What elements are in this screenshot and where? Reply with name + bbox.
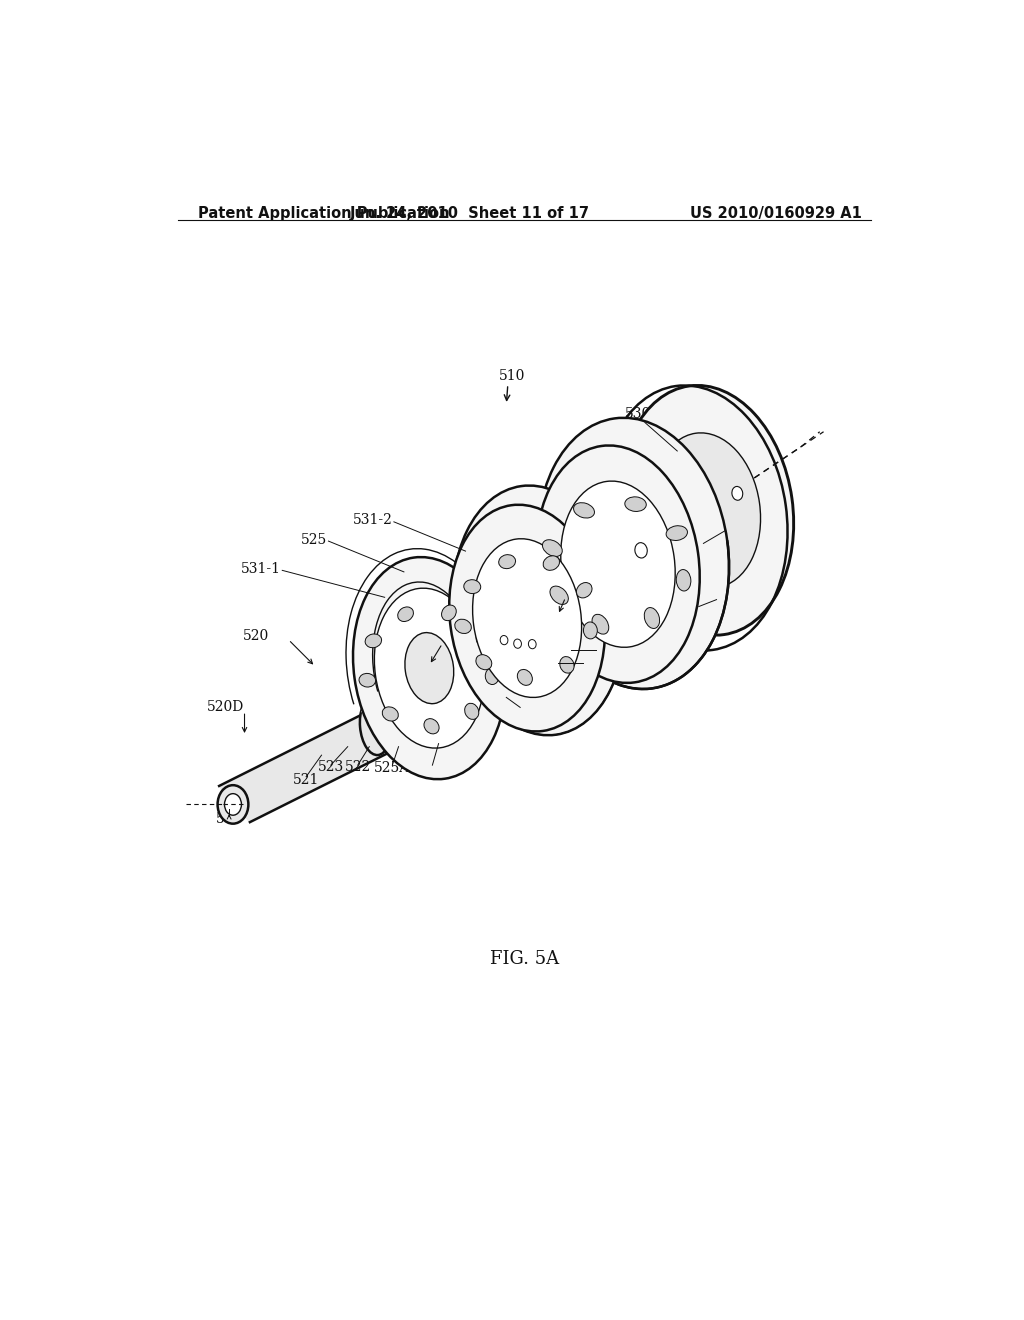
Ellipse shape [476, 630, 490, 645]
Ellipse shape [517, 669, 532, 685]
Ellipse shape [465, 704, 479, 719]
Text: 541: 541 [521, 702, 548, 715]
Ellipse shape [573, 503, 595, 517]
Text: 521: 521 [293, 772, 319, 787]
Ellipse shape [429, 709, 435, 717]
Ellipse shape [424, 718, 439, 734]
Ellipse shape [485, 668, 499, 685]
Ellipse shape [473, 539, 582, 697]
Ellipse shape [499, 554, 515, 569]
Text: 522: 522 [345, 760, 371, 774]
Ellipse shape [476, 655, 492, 669]
Ellipse shape [375, 589, 484, 748]
Text: 531-1: 531-1 [241, 562, 281, 576]
Ellipse shape [561, 480, 675, 647]
Ellipse shape [217, 785, 249, 824]
Ellipse shape [359, 697, 391, 755]
Ellipse shape [537, 445, 699, 682]
Text: 525A: 525A [374, 762, 411, 775]
Text: US 2010/0160929 A1: US 2010/0160929 A1 [690, 206, 862, 222]
Text: 520: 520 [243, 628, 269, 643]
Ellipse shape [528, 640, 537, 648]
Ellipse shape [450, 504, 605, 731]
Ellipse shape [644, 607, 659, 628]
Ellipse shape [584, 622, 597, 639]
Ellipse shape [397, 607, 414, 622]
Ellipse shape [382, 706, 398, 721]
Ellipse shape [366, 634, 382, 648]
Text: 531-2: 531-2 [352, 513, 392, 527]
Ellipse shape [453, 486, 625, 735]
Ellipse shape [224, 793, 242, 816]
Text: 542: 542 [718, 590, 744, 605]
Ellipse shape [409, 664, 453, 725]
Text: 520D: 520D [207, 701, 245, 714]
Ellipse shape [667, 525, 687, 540]
Ellipse shape [652, 433, 761, 587]
Text: Patent Application Publication: Patent Application Publication [199, 206, 450, 222]
Ellipse shape [455, 619, 471, 634]
Ellipse shape [592, 614, 608, 634]
Text: 525: 525 [301, 532, 327, 546]
Ellipse shape [353, 557, 506, 779]
Text: 530P: 530P [625, 407, 660, 421]
Ellipse shape [480, 525, 597, 696]
Text: 570: 570 [216, 812, 243, 826]
Text: 523: 523 [317, 760, 344, 774]
Polygon shape [219, 713, 396, 822]
Ellipse shape [543, 540, 562, 557]
Text: 530: 530 [599, 643, 625, 656]
Ellipse shape [422, 672, 428, 680]
Ellipse shape [404, 632, 454, 704]
Ellipse shape [635, 543, 647, 558]
Ellipse shape [538, 418, 729, 689]
Ellipse shape [464, 579, 480, 594]
Text: 531-4: 531-4 [413, 760, 453, 774]
Text: FIG. 5A: FIG. 5A [490, 950, 559, 968]
Ellipse shape [410, 705, 416, 713]
Ellipse shape [676, 569, 691, 591]
Ellipse shape [500, 635, 508, 644]
Ellipse shape [543, 556, 559, 570]
Text: 531-3: 531-3 [585, 656, 625, 669]
Text: Jun. 24, 2010  Sheet 11 of 17: Jun. 24, 2010 Sheet 11 of 17 [349, 206, 590, 222]
Ellipse shape [359, 673, 376, 686]
Ellipse shape [560, 656, 574, 673]
Ellipse shape [514, 639, 521, 648]
Ellipse shape [577, 582, 592, 598]
Ellipse shape [625, 496, 646, 511]
Text: 533: 533 [727, 521, 754, 535]
Ellipse shape [732, 487, 742, 500]
Ellipse shape [550, 586, 568, 605]
Polygon shape [361, 676, 451, 750]
Ellipse shape [620, 385, 794, 635]
Ellipse shape [441, 605, 457, 620]
Text: 510: 510 [499, 370, 525, 383]
Ellipse shape [392, 640, 470, 748]
